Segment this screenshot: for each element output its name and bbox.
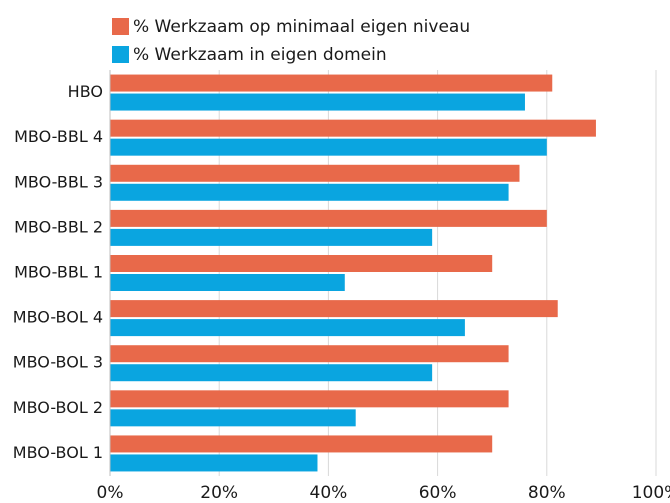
bar [110, 409, 356, 427]
bar [110, 183, 509, 201]
bar [110, 138, 547, 156]
x-tick-label: 40% [310, 483, 348, 503]
y-tick-label: MBO-BBL 4 [14, 127, 103, 146]
y-tick-label: MBO-BBL 3 [14, 172, 103, 191]
bar [110, 119, 596, 137]
legend-swatch [112, 46, 129, 63]
y-tick-label: MBO-BOL 2 [13, 398, 103, 417]
y-tick-label: MBO-BBL 2 [14, 217, 103, 236]
bar [110, 345, 509, 363]
bar [110, 274, 345, 291]
bar [110, 74, 553, 92]
y-tick-label: MBO-BOL 3 [13, 353, 103, 372]
y-tick-label: MBO-BOL 1 [13, 443, 103, 462]
x-tick-label: 20% [200, 483, 238, 503]
y-tick-label: MBO-BBL 1 [14, 263, 103, 282]
bar [110, 300, 558, 318]
bar [110, 93, 525, 111]
bar [110, 164, 520, 182]
bar [110, 228, 433, 246]
bar [110, 209, 547, 227]
bar [110, 255, 493, 272]
y-tick-label: HBO [68, 82, 103, 101]
bar [110, 390, 509, 408]
legend-swatch [112, 18, 129, 35]
x-tick-label: 60% [419, 483, 457, 503]
bar [110, 454, 318, 472]
y-tick-label: MBO-BOL 4 [13, 308, 103, 327]
bar [110, 435, 493, 453]
legend-label: % Werkzaam op minimaal eigen niveau [133, 17, 470, 37]
legend-label: % Werkzaam in eigen domein [133, 45, 387, 65]
x-tick-label: 0% [97, 483, 124, 503]
bar [110, 319, 465, 337]
x-tick-label: 80% [528, 483, 566, 503]
x-tick-label: 100% [632, 483, 670, 503]
bar [110, 364, 433, 382]
